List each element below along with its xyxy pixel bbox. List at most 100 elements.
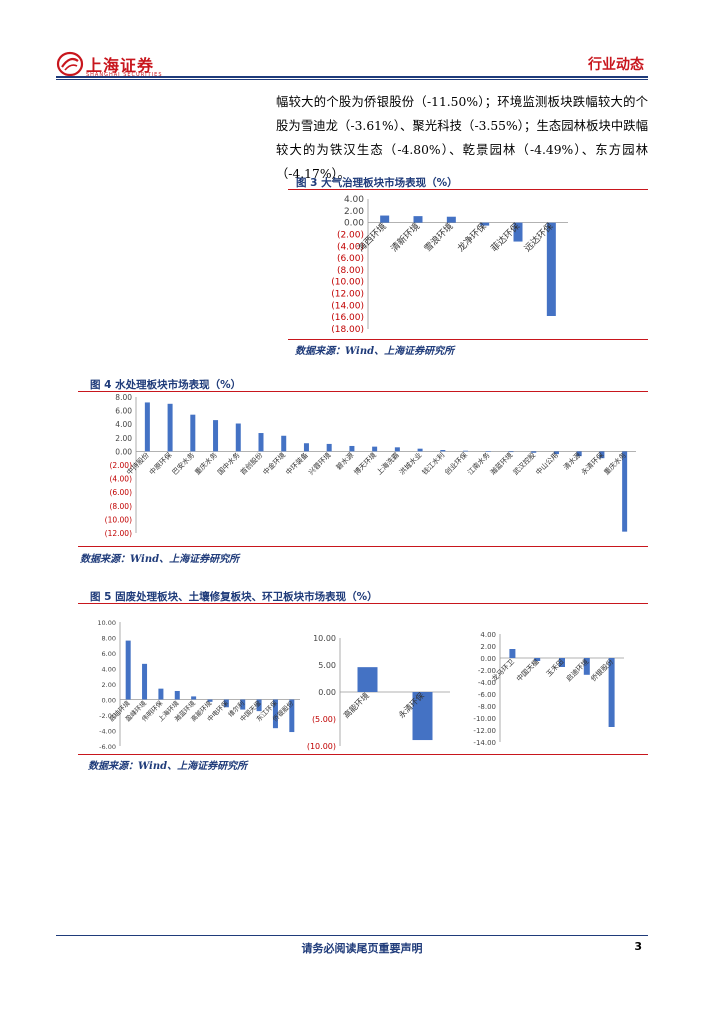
y-tick-label: 0.00 (102, 697, 116, 705)
y-tick-label: -2.00 (99, 712, 116, 720)
bar (546, 222, 556, 316)
y-tick-label: (10.00) (331, 278, 364, 288)
x-tick-label: 中国天楹 (514, 657, 540, 683)
bar (289, 699, 295, 733)
bar (142, 663, 148, 700)
y-tick-label: 6.00 (115, 407, 132, 416)
x-tick-label: 高能环境 (341, 690, 371, 720)
bar (480, 222, 490, 226)
y-tick-label: 6.00 (102, 650, 116, 658)
y-tick-label: 2.00 (344, 207, 364, 217)
bar (599, 451, 605, 459)
x-tick-label: 雪浪环境 (422, 220, 456, 254)
x-tick-label: 上海洗霸 (375, 450, 401, 476)
y-tick-label: (2.00) (109, 461, 132, 470)
bar (372, 446, 378, 452)
y-tick-label: 0.00 (318, 688, 336, 697)
bar (412, 692, 433, 741)
y-tick-label: (10.00) (105, 515, 132, 524)
bar (144, 402, 150, 452)
y-tick-label: (12.00) (331, 290, 364, 300)
x-tick-label: 武汉控股 (511, 450, 537, 476)
x-tick-label: 国中水务 (216, 450, 242, 476)
bar (485, 451, 491, 452)
y-tick-label: -8.00 (478, 703, 496, 711)
y-tick-label: 5.00 (318, 661, 336, 670)
bar (167, 403, 173, 452)
x-tick-label: 博天环境 (352, 450, 378, 476)
figure-3-chart: 4.00 2.00 0.00(2.00) (4.00) (6.00) (8.00) (10.… (331, 195, 568, 335)
header-divider-thin (56, 79, 648, 80)
y-tick-label: (6.00) (337, 254, 364, 264)
y-tick-label: 8.00 (115, 393, 132, 402)
x-tick-label: 巴安水务 (170, 450, 196, 476)
bar (440, 450, 446, 452)
y-tick-label: (14.00) (331, 301, 364, 311)
x-tick-label: 洪城水业 (397, 450, 423, 476)
company-logo-subtext: SHANGHAI SECURITIES (86, 72, 163, 78)
bar (583, 658, 590, 675)
header-divider (56, 76, 648, 78)
y-tick-label: (2.00) (337, 230, 364, 240)
y-tick-label: (4.00) (109, 475, 132, 484)
bar (349, 445, 355, 452)
figure-4-chart: 8.00 6.00 4.00 2.00 0.00 (2.00) (4.00) (6.00) (8… (105, 393, 636, 538)
footer-disclaimer: 请务必阅读尾页重要声明 (301, 942, 423, 955)
y-tick-label: 10.00 (97, 619, 116, 627)
y-tick-label: -6.00 (99, 743, 116, 751)
y-tick-label: 2.00 (102, 681, 116, 689)
x-tick-label: 兴蓉环境 (306, 450, 332, 476)
bar (158, 688, 164, 700)
bar (281, 435, 287, 452)
figure-5-source: 数据来源：Wind、上海证券研究所 (88, 761, 248, 772)
bar (576, 451, 582, 457)
x-tick-label: 清新环境 (388, 220, 422, 254)
x-tick-label: 中环装备 (284, 450, 310, 476)
bar (446, 216, 456, 223)
x-tick-label: 瀚蓝环境 (488, 450, 514, 476)
figure-4-title: 图 4 水处理板块市场表现（%） (90, 379, 242, 391)
x-tick-label: 中原环保 (147, 450, 173, 476)
bar (190, 414, 196, 452)
y-tick-label: 0.00 (115, 447, 132, 456)
bar (303, 443, 309, 452)
x-tick-label: 钱江水利 (420, 450, 446, 476)
bar (235, 423, 241, 452)
company-logo-text: 上海证券 (86, 56, 155, 75)
y-tick-label: 4.00 (344, 195, 364, 205)
y-tick-label: 4.00 (115, 420, 132, 429)
figure-3-rule (288, 189, 648, 190)
figure-5-title: 图 5 固废处理板块、土壤修复板块、环卫板块市场表现（%） (90, 591, 378, 603)
bar (608, 658, 615, 727)
figure-4-rule (78, 391, 648, 392)
bar (463, 450, 469, 452)
bar (413, 216, 423, 223)
section-title: 行业动态 (588, 57, 644, 73)
x-tick-label: 重庆水务 (193, 450, 219, 476)
y-tick-label: -10.00 (473, 715, 496, 723)
figure-4-source: 数据来源：Wind、上海证券研究所 (80, 554, 240, 565)
bar (213, 420, 219, 452)
bar (174, 690, 180, 700)
bar (509, 649, 516, 658)
bar (417, 448, 423, 452)
y-tick-label: (16.00) (331, 313, 364, 323)
bar (223, 699, 229, 708)
x-tick-label: 玉禾田 (545, 658, 566, 679)
bar (125, 640, 131, 700)
bar (531, 451, 537, 453)
figure-4-bottom-rule (78, 546, 648, 547)
x-tick-label: 永清环保 (579, 450, 605, 476)
y-tick-label: -2.00 (478, 667, 496, 675)
bar (622, 451, 628, 532)
figure-3-source: 数据来源：Wind、上海证券研究所 (295, 346, 455, 357)
y-tick-label: (5.00) (312, 715, 336, 724)
bar (326, 443, 332, 452)
x-tick-label: 首创股份 (238, 450, 264, 476)
bar (256, 699, 262, 712)
bar (380, 215, 390, 223)
bar (534, 658, 541, 661)
x-tick-label: 江南水务 (466, 450, 492, 476)
bar (553, 451, 559, 455)
bar (240, 699, 246, 710)
